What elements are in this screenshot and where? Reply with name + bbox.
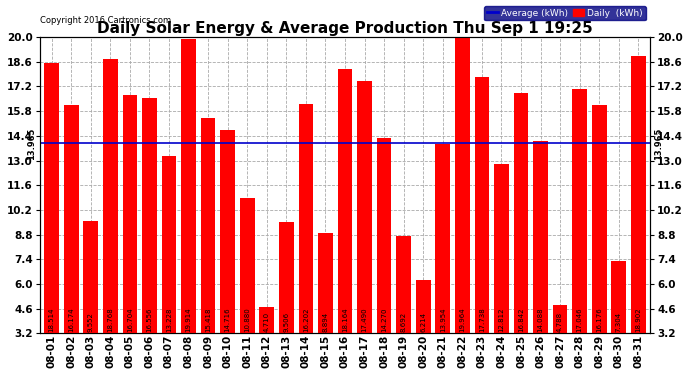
Text: 18.768: 18.768 — [108, 308, 113, 332]
Bar — [396, 237, 411, 333]
Bar — [494, 164, 509, 333]
Bar — [318, 233, 333, 333]
Bar — [513, 93, 529, 333]
Bar — [279, 222, 294, 333]
Text: 12.812: 12.812 — [498, 308, 504, 332]
Text: 13.965: 13.965 — [27, 127, 36, 160]
Text: 17.738: 17.738 — [479, 308, 485, 332]
Bar — [83, 221, 98, 333]
Text: 9.506: 9.506 — [284, 312, 289, 332]
Text: 16.556: 16.556 — [146, 308, 152, 332]
Text: 15.418: 15.418 — [205, 308, 211, 332]
Bar — [631, 57, 646, 333]
Text: 16.176: 16.176 — [596, 308, 602, 332]
Bar — [181, 39, 196, 333]
Bar — [357, 81, 372, 333]
Bar — [259, 307, 274, 333]
Text: 9.552: 9.552 — [88, 312, 94, 332]
Text: 13.965: 13.965 — [654, 127, 663, 160]
Bar — [533, 141, 548, 333]
Text: 16.704: 16.704 — [127, 308, 133, 332]
Text: 14.088: 14.088 — [538, 308, 544, 332]
Bar — [377, 138, 391, 333]
Bar — [611, 261, 626, 333]
Text: 17.490: 17.490 — [362, 308, 368, 332]
Bar — [553, 305, 567, 333]
Bar — [435, 144, 450, 333]
Text: 17.046: 17.046 — [577, 308, 582, 332]
Text: 19.914: 19.914 — [186, 308, 192, 332]
Text: 14.716: 14.716 — [225, 308, 230, 332]
Text: 16.202: 16.202 — [303, 308, 309, 332]
Text: 6.214: 6.214 — [420, 312, 426, 332]
Bar — [44, 63, 59, 333]
Text: 4.788: 4.788 — [557, 312, 563, 332]
Text: 8.894: 8.894 — [322, 312, 328, 332]
Text: 8.692: 8.692 — [401, 312, 406, 332]
Bar — [103, 59, 117, 333]
Title: Daily Solar Energy & Average Production Thu Sep 1 19:25: Daily Solar Energy & Average Production … — [97, 21, 593, 36]
Bar — [475, 77, 489, 333]
Bar — [455, 38, 470, 333]
Text: 18.902: 18.902 — [635, 308, 642, 332]
Bar — [142, 98, 157, 333]
Bar — [299, 104, 313, 333]
Bar — [123, 95, 137, 333]
Text: 4.710: 4.710 — [264, 312, 270, 332]
Bar — [240, 198, 255, 333]
Bar — [64, 105, 79, 333]
Bar — [592, 105, 607, 333]
Bar — [201, 118, 215, 333]
Text: Copyright 2016 Cartronics.com: Copyright 2016 Cartronics.com — [40, 16, 171, 25]
Text: 18.164: 18.164 — [342, 308, 348, 332]
Bar — [220, 130, 235, 333]
Text: 16.842: 16.842 — [518, 308, 524, 332]
Bar — [161, 156, 177, 333]
Bar — [416, 280, 431, 333]
Text: 7.304: 7.304 — [615, 312, 622, 332]
Text: 19.964: 19.964 — [460, 308, 465, 332]
Legend: Average (kWh), Daily  (kWh): Average (kWh), Daily (kWh) — [484, 6, 646, 21]
Bar — [337, 69, 353, 333]
Bar — [573, 89, 587, 333]
Text: 13.954: 13.954 — [440, 308, 446, 332]
Text: 16.174: 16.174 — [68, 308, 75, 332]
Text: 10.880: 10.880 — [244, 308, 250, 332]
Text: 13.228: 13.228 — [166, 308, 172, 332]
Text: 14.270: 14.270 — [381, 308, 387, 332]
Text: 18.514: 18.514 — [48, 308, 55, 332]
